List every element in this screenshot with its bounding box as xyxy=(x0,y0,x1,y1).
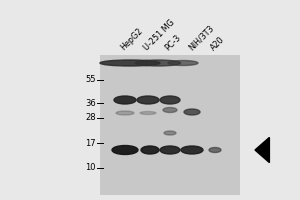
Text: 55: 55 xyxy=(85,75,96,84)
Ellipse shape xyxy=(112,146,138,154)
Text: 28: 28 xyxy=(85,114,96,122)
Ellipse shape xyxy=(141,146,159,154)
Ellipse shape xyxy=(168,60,198,66)
Ellipse shape xyxy=(184,109,200,115)
Text: U-251 MG: U-251 MG xyxy=(142,18,176,52)
Text: 17: 17 xyxy=(85,138,96,148)
Bar xyxy=(100,55,240,195)
Text: HepG2: HepG2 xyxy=(118,26,144,52)
Ellipse shape xyxy=(160,96,180,104)
Ellipse shape xyxy=(114,96,136,104)
Ellipse shape xyxy=(181,146,203,154)
Ellipse shape xyxy=(136,60,181,66)
Ellipse shape xyxy=(209,148,221,152)
Ellipse shape xyxy=(140,112,156,114)
Text: 36: 36 xyxy=(85,98,96,108)
Ellipse shape xyxy=(164,131,176,135)
Ellipse shape xyxy=(160,146,180,154)
Text: PC-3: PC-3 xyxy=(164,33,183,52)
Text: 10: 10 xyxy=(85,164,96,172)
Polygon shape xyxy=(255,137,269,163)
Ellipse shape xyxy=(100,60,160,66)
Ellipse shape xyxy=(116,111,134,115)
Text: A20: A20 xyxy=(208,35,226,52)
Ellipse shape xyxy=(137,96,159,104)
Text: NIH/3T3: NIH/3T3 xyxy=(187,23,215,52)
Ellipse shape xyxy=(163,108,177,112)
